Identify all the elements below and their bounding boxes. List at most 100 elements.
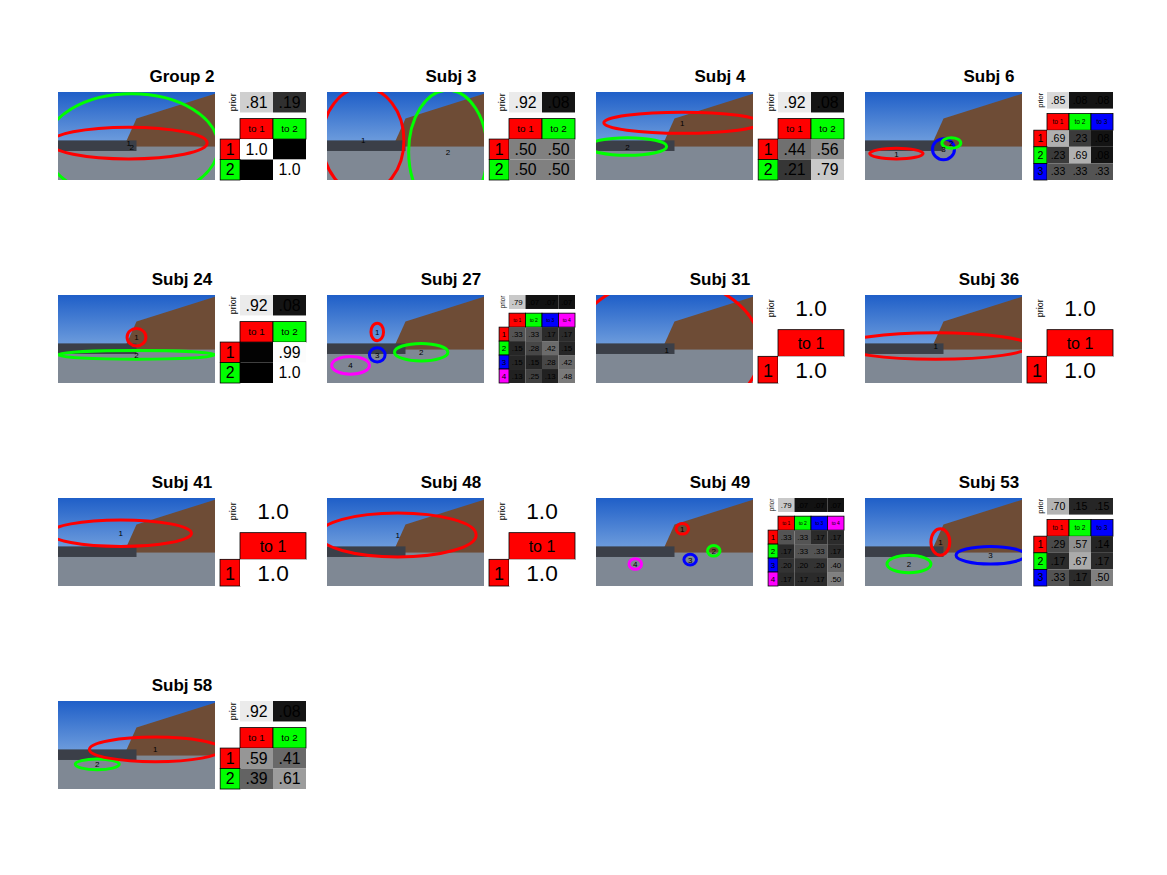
column-label: to 2 <box>281 123 297 134</box>
column-head <box>542 313 559 327</box>
column-head <box>811 516 828 530</box>
row-head <box>220 363 240 383</box>
region-ellipse <box>395 343 448 361</box>
transition-value: .25 <box>528 372 540 381</box>
column-label: to 4 <box>832 521 840 526</box>
scene: 1 <box>319 498 484 586</box>
transition-value: .39 <box>245 770 267 787</box>
sky <box>58 498 215 586</box>
row-label: 3 <box>1037 571 1043 583</box>
transition-cell <box>1047 130 1069 147</box>
row-head <box>499 341 509 355</box>
sky <box>58 701 215 789</box>
transition-value: .42 <box>561 358 572 367</box>
transition-cell <box>1091 147 1113 164</box>
row-label: 2 <box>771 547 775 556</box>
region-label: 1 <box>933 342 938 351</box>
column-label: to 1 <box>798 335 825 352</box>
column-head <box>778 330 844 357</box>
row-head <box>1034 163 1047 180</box>
row-label: 3 <box>771 561 776 570</box>
prior-label: prior <box>1035 299 1045 317</box>
transition-cell <box>509 355 526 369</box>
transition-cell <box>795 558 812 572</box>
transition-value: .15 <box>528 358 540 367</box>
road <box>327 350 484 383</box>
column-head <box>1091 520 1113 537</box>
prior-cell <box>526 295 543 309</box>
panel-title: Subj 58 <box>152 676 212 695</box>
matrix: prior.92.08to 1to 21.44.562.21.79 <box>758 92 844 180</box>
row-head <box>1027 356 1047 383</box>
transition-value: 1.0 <box>257 560 289 586</box>
row-head <box>220 559 240 586</box>
column-label: to 1 <box>782 521 790 526</box>
row-head <box>499 369 509 383</box>
scene: 12 <box>322 88 487 214</box>
transition-cell <box>1047 163 1069 180</box>
row-head <box>758 139 778 159</box>
row-head <box>220 342 240 362</box>
prior-label: prior <box>228 296 238 314</box>
prior-label: prior <box>499 296 507 309</box>
prior-value: .15 <box>1073 500 1088 512</box>
prior-cell <box>778 92 811 112</box>
prior-cell <box>1047 498 1069 515</box>
transition-value: .28 <box>545 358 557 367</box>
region-ellipse <box>369 348 385 362</box>
prior-value: .92 <box>514 94 536 111</box>
cars <box>596 546 675 557</box>
matrix: prior1.0to 111.0 <box>1027 295 1113 383</box>
cars <box>58 140 137 151</box>
prior-value: .07 <box>561 298 572 307</box>
transition-value: .41 <box>278 750 300 767</box>
column-head <box>1091 114 1113 131</box>
row-label: 1 <box>1037 538 1043 550</box>
panel-title: Subj 53 <box>959 473 1019 492</box>
region-ellipse <box>332 357 370 375</box>
panel-title: Subj 48 <box>421 473 481 492</box>
transition-cell <box>542 355 559 369</box>
prior-cell <box>240 92 273 112</box>
transition-value: .33 <box>1051 165 1066 177</box>
cars <box>327 140 406 151</box>
sky <box>58 92 215 180</box>
regions <box>332 323 448 374</box>
region-label: 1 <box>375 328 380 337</box>
transition-value: .17 <box>781 547 792 556</box>
prior-cell <box>1069 498 1091 515</box>
column-label: to 1 <box>248 123 265 134</box>
region-label: 2 <box>95 760 100 769</box>
column-head <box>240 728 273 748</box>
transition-value: .48 <box>561 372 573 381</box>
transition-value: .33 <box>512 330 524 339</box>
region-label: 2 <box>625 143 630 152</box>
transition-cell <box>811 160 844 180</box>
transition-cell <box>1069 130 1091 147</box>
transition-cell <box>811 572 828 586</box>
transition-cell <box>778 530 795 544</box>
transition-value: .17 <box>1073 571 1088 583</box>
column-label: to 1 <box>517 123 534 134</box>
scene: 12 <box>58 295 215 383</box>
transition-cell <box>509 559 575 586</box>
regions <box>327 92 484 180</box>
transition-value: .56 <box>816 141 838 158</box>
region-ellipse <box>58 127 207 159</box>
transition-cell <box>811 558 828 572</box>
panel: Subj 412prior.92.08to 1to 21.44.562.21.7… <box>588 67 844 180</box>
row-head <box>489 160 509 180</box>
matrix: prior.92.08to 1to 21.59.412.39.61 <box>220 701 306 789</box>
transition-value: .33 <box>1051 571 1066 583</box>
transition-value: .50 <box>547 141 569 158</box>
transition-cell <box>526 355 543 369</box>
transition-value: .23 <box>1051 149 1066 161</box>
transition-cell <box>559 327 576 341</box>
column-label: to 2 <box>819 123 835 134</box>
region-label: 1 <box>119 529 124 538</box>
sky <box>58 295 215 383</box>
prior-cell <box>778 295 844 322</box>
transition-cell <box>240 363 273 383</box>
transition-cell <box>509 341 526 355</box>
transition-value: 1.0 <box>795 357 827 383</box>
